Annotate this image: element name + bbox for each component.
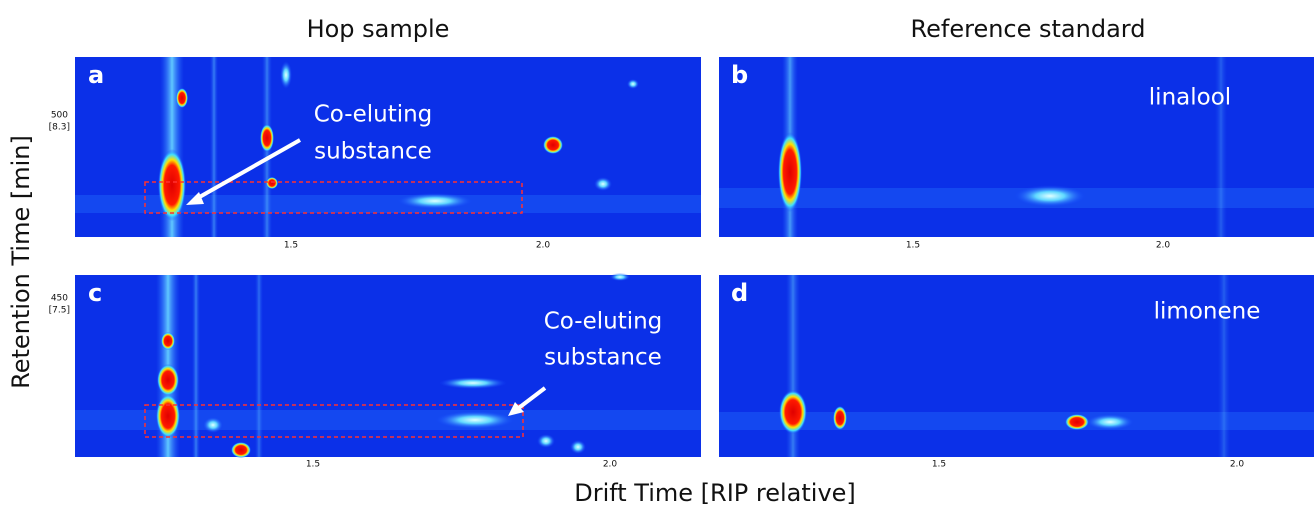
- x-tick-label: 2.0: [1230, 460, 1245, 470]
- x-tick-label: 1.5: [284, 241, 298, 251]
- x-tick-label: 1.5: [932, 460, 946, 470]
- panel-letter: a: [88, 61, 104, 89]
- panel-letter: c: [88, 279, 102, 307]
- panel-d: [719, 275, 1314, 457]
- annotation: Co-eluting: [314, 102, 433, 128]
- panel-letter: d: [731, 279, 748, 307]
- annotation: limonene: [1154, 299, 1261, 325]
- annotation: Co-eluting: [544, 309, 663, 335]
- panel-letter: b: [731, 61, 748, 89]
- y-tick-label: 450: [51, 294, 68, 304]
- y-axis-label: Retention Time [min]: [7, 135, 35, 389]
- annotation: substance: [544, 345, 662, 371]
- x-tick-label: 2.0: [603, 460, 618, 470]
- y-tick-label: [8.3]: [49, 123, 70, 133]
- annotation: substance: [314, 139, 432, 165]
- x-tick-label: 1.5: [906, 241, 920, 251]
- x-axis-label: Drift Time [RIP relative]: [574, 479, 856, 507]
- x-tick-label: 2.0: [1156, 241, 1171, 251]
- column-title: Reference standard: [911, 15, 1146, 43]
- column-title: Hop sample: [307, 15, 450, 43]
- x-tick-label: 2.0: [536, 241, 551, 251]
- annotation: linalool: [1149, 85, 1231, 111]
- y-tick-label: [7.5]: [49, 306, 70, 316]
- panel-c: [75, 273, 701, 458]
- y-tick-label: 500: [51, 111, 68, 121]
- panel-a: [75, 57, 701, 237]
- panel-b: [719, 57, 1314, 237]
- x-tick-label: 1.5: [306, 460, 320, 470]
